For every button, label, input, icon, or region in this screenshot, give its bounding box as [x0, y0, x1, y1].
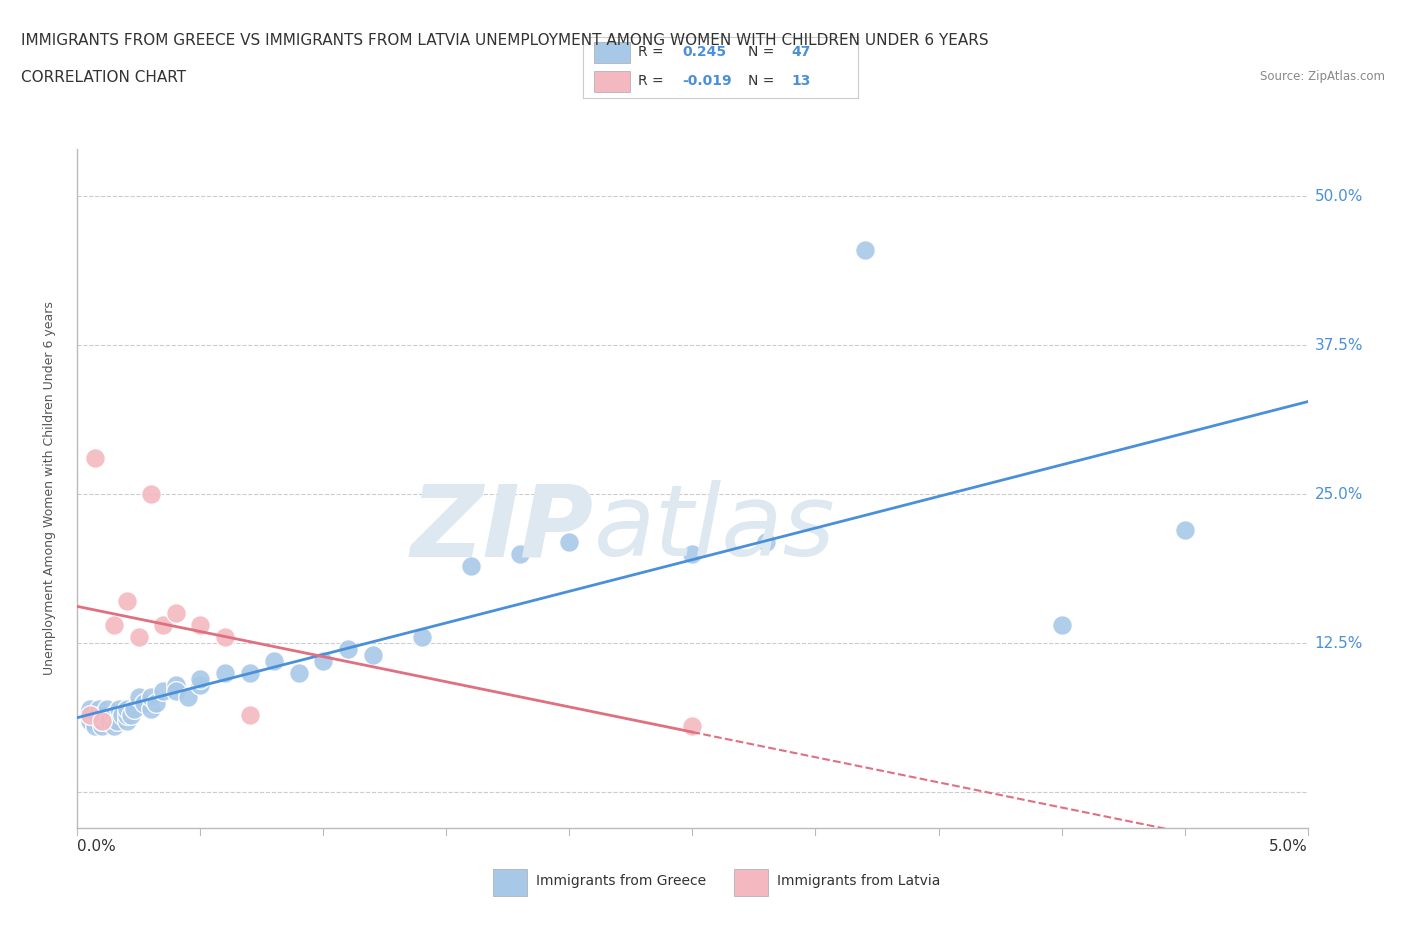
Text: Immigrants from Latvia: Immigrants from Latvia: [778, 874, 941, 888]
Point: [103, 707, 125, 722]
Point: [145, 696, 167, 711]
Point: [288, 666, 311, 681]
Text: R =: R =: [638, 46, 664, 60]
Point: [361, 647, 384, 662]
Point: [128, 689, 150, 704]
Point: [141, 701, 163, 716]
Bar: [595, 71, 630, 92]
Point: [239, 666, 262, 681]
Point: [682, 719, 704, 734]
Point: [83, 451, 105, 466]
Point: [108, 701, 131, 716]
Point: [121, 707, 143, 722]
Text: 13: 13: [792, 74, 811, 88]
Point: [312, 654, 335, 669]
Point: [90, 713, 114, 728]
Point: [239, 707, 262, 722]
Text: atlas: atlas: [595, 481, 835, 578]
Point: [90, 713, 114, 728]
Point: [509, 546, 531, 561]
Text: N =: N =: [748, 74, 775, 88]
Text: 37.5%: 37.5%: [1315, 338, 1362, 352]
Point: [141, 689, 163, 704]
Point: [122, 701, 145, 716]
Point: [98, 713, 121, 728]
Point: [1050, 618, 1073, 632]
Point: [79, 713, 101, 728]
Text: Immigrants from Greece: Immigrants from Greece: [536, 874, 706, 888]
Point: [1174, 523, 1197, 538]
Point: [115, 594, 138, 609]
Text: 25.0%: 25.0%: [1315, 486, 1362, 501]
Point: [263, 654, 285, 669]
Point: [460, 558, 482, 573]
Point: [337, 642, 360, 657]
Text: N =: N =: [748, 46, 775, 60]
Point: [177, 689, 200, 704]
Point: [755, 535, 778, 550]
Bar: [734, 869, 768, 896]
Point: [682, 546, 704, 561]
Point: [853, 243, 876, 258]
Point: [83, 719, 105, 734]
Point: [103, 719, 125, 734]
Text: IMMIGRANTS FROM GREECE VS IMMIGRANTS FROM LATVIA UNEMPLOYMENT AMONG WOMEN WITH C: IMMIGRANTS FROM GREECE VS IMMIGRANTS FRO…: [21, 33, 988, 47]
Point: [90, 707, 114, 722]
Point: [115, 707, 138, 722]
Text: 0.245: 0.245: [682, 46, 727, 60]
Text: CORRELATION CHART: CORRELATION CHART: [21, 70, 186, 85]
Bar: [492, 869, 527, 896]
Point: [89, 701, 111, 716]
Point: [165, 677, 187, 692]
Point: [214, 630, 236, 644]
Point: [96, 701, 118, 716]
Point: [411, 630, 433, 644]
Point: [141, 486, 163, 501]
Point: [165, 684, 187, 698]
Point: [152, 684, 174, 698]
Point: [188, 671, 212, 686]
Text: ZIP: ZIP: [411, 481, 595, 578]
Point: [188, 677, 212, 692]
Text: 5.0%: 5.0%: [1268, 839, 1308, 854]
Point: [79, 701, 101, 716]
Text: 0.0%: 0.0%: [77, 839, 117, 854]
Point: [152, 618, 174, 632]
Text: 50.0%: 50.0%: [1315, 189, 1362, 204]
Point: [165, 605, 187, 620]
Point: [128, 630, 150, 644]
Point: [111, 707, 132, 722]
Point: [79, 707, 101, 722]
Text: 47: 47: [792, 46, 811, 60]
Point: [115, 713, 138, 728]
Bar: [595, 42, 630, 62]
Point: [90, 719, 114, 734]
Text: -0.019: -0.019: [682, 74, 731, 88]
Point: [188, 618, 212, 632]
Y-axis label: Unemployment Among Women with Children Under 6 years: Unemployment Among Women with Children U…: [44, 301, 56, 675]
Point: [115, 701, 138, 716]
Text: 12.5%: 12.5%: [1315, 635, 1362, 651]
Point: [105, 713, 128, 728]
Point: [132, 696, 155, 711]
Point: [214, 666, 236, 681]
Text: R =: R =: [638, 74, 664, 88]
Point: [103, 618, 125, 632]
Text: Source: ZipAtlas.com: Source: ZipAtlas.com: [1260, 70, 1385, 83]
Point: [86, 707, 108, 722]
Point: [558, 535, 581, 550]
